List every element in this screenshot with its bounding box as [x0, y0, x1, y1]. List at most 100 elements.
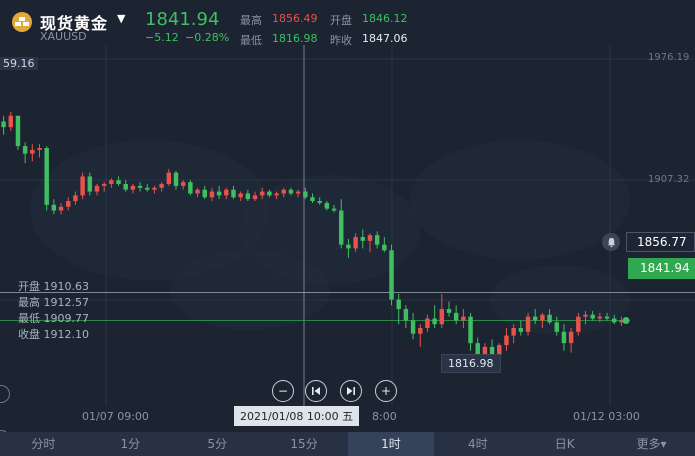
instrument-title[interactable]: 现货黄金 — [40, 14, 109, 33]
map-blob — [410, 140, 630, 260]
candle-body — [554, 322, 559, 332]
candle-body — [619, 320, 624, 323]
step-forward-icon[interactable] — [340, 380, 362, 402]
tab-timeshare[interactable]: 分时 — [31, 437, 56, 451]
min-price-label: 1816.98 — [441, 354, 501, 373]
tab-5min[interactable]: 5分 — [207, 437, 227, 451]
candle — [238, 191, 243, 202]
candle — [504, 328, 509, 351]
candle — [224, 187, 229, 200]
candle — [281, 187, 286, 198]
candle — [87, 172, 93, 196]
candle — [295, 189, 301, 198]
candle-body — [532, 316, 538, 321]
low-value: 1816.98 — [272, 32, 318, 45]
candle — [188, 180, 193, 196]
zoom-in-icon[interactable]: + — [375, 380, 397, 402]
candle-body — [324, 202, 330, 209]
prev-close-label: 昨收 — [330, 34, 352, 47]
tab-daily[interactable]: 日K — [554, 437, 575, 451]
candle — [245, 189, 251, 202]
candle — [432, 305, 437, 328]
candle-body — [396, 299, 401, 310]
candle-body — [130, 185, 136, 190]
candle-body — [339, 210, 344, 245]
tab-1hour[interactable]: 1时 — [347, 432, 435, 456]
last-price-tag: 1841.94 — [628, 258, 695, 279]
ohlc-close: 收盘 1912.10 — [18, 328, 89, 341]
candle — [51, 199, 57, 215]
candle-body — [202, 189, 207, 198]
candle-body — [238, 193, 243, 198]
x-axis-label-3: 01/12 03:00 — [573, 410, 640, 423]
high-label: 最高 — [240, 14, 262, 27]
candle — [453, 305, 459, 325]
candle — [532, 309, 538, 325]
candle — [252, 191, 258, 202]
x-axis-label-1: 01/07 09:00 — [82, 410, 149, 423]
candle — [611, 314, 617, 325]
candle — [44, 146, 49, 211]
candle-body — [188, 182, 193, 194]
candle-body — [22, 146, 28, 154]
candle — [152, 185, 157, 194]
candle — [94, 184, 100, 196]
candle-body — [137, 185, 143, 188]
candle — [116, 176, 121, 186]
candle — [145, 184, 150, 192]
candle-body — [432, 318, 437, 325]
candle — [360, 229, 366, 249]
candle — [259, 187, 265, 200]
candle — [446, 301, 452, 317]
instrument-symbol: XAUUSD — [40, 30, 87, 43]
ohlc-open: 开盘 1910.63 — [18, 280, 89, 293]
candle-body — [468, 316, 473, 344]
candle — [80, 172, 85, 200]
candle-body — [109, 180, 114, 184]
candle-body — [540, 314, 545, 321]
candle — [353, 233, 358, 253]
step-back-icon[interactable] — [305, 380, 327, 402]
candle-body — [51, 204, 57, 211]
candle-body — [216, 191, 222, 196]
y-axis-label-1907: 1907.32 — [648, 174, 690, 185]
candle-body — [159, 184, 164, 188]
candle-body — [547, 314, 552, 323]
candle-body — [418, 328, 423, 334]
tab-more[interactable]: 更多▾ — [636, 437, 667, 451]
candle-body — [37, 148, 42, 150]
candle — [101, 182, 107, 192]
candle — [576, 312, 581, 336]
candle — [202, 185, 207, 200]
bell-alert-icon[interactable] — [602, 233, 620, 251]
candle — [525, 312, 531, 336]
candle-body — [374, 235, 380, 245]
candle — [568, 328, 574, 353]
candle-body — [453, 312, 459, 321]
candle — [597, 312, 603, 323]
candle — [339, 199, 344, 249]
candle — [15, 115, 21, 150]
candle — [331, 204, 337, 213]
tab-4hour[interactable]: 4时 — [467, 437, 488, 451]
candle — [547, 309, 552, 325]
candle — [468, 312, 473, 351]
candle-body — [116, 180, 121, 184]
candle — [561, 324, 567, 351]
candle-body — [439, 309, 445, 325]
candle-body — [87, 176, 93, 192]
candle-body — [367, 235, 373, 241]
candle-body — [44, 148, 49, 205]
candle — [604, 312, 610, 321]
candle — [180, 180, 186, 190]
last-price-dot — [622, 317, 630, 325]
candle-body — [145, 187, 150, 190]
dropdown-caret-icon[interactable]: ▼ — [117, 12, 126, 25]
tab-15min[interactable]: 15分 — [290, 437, 318, 451]
candle-body — [511, 328, 516, 336]
zoom-out-icon[interactable]: − — [272, 380, 294, 402]
candle — [30, 144, 35, 162]
candle — [130, 184, 136, 194]
tab-1min[interactable]: 1分 — [120, 437, 141, 451]
